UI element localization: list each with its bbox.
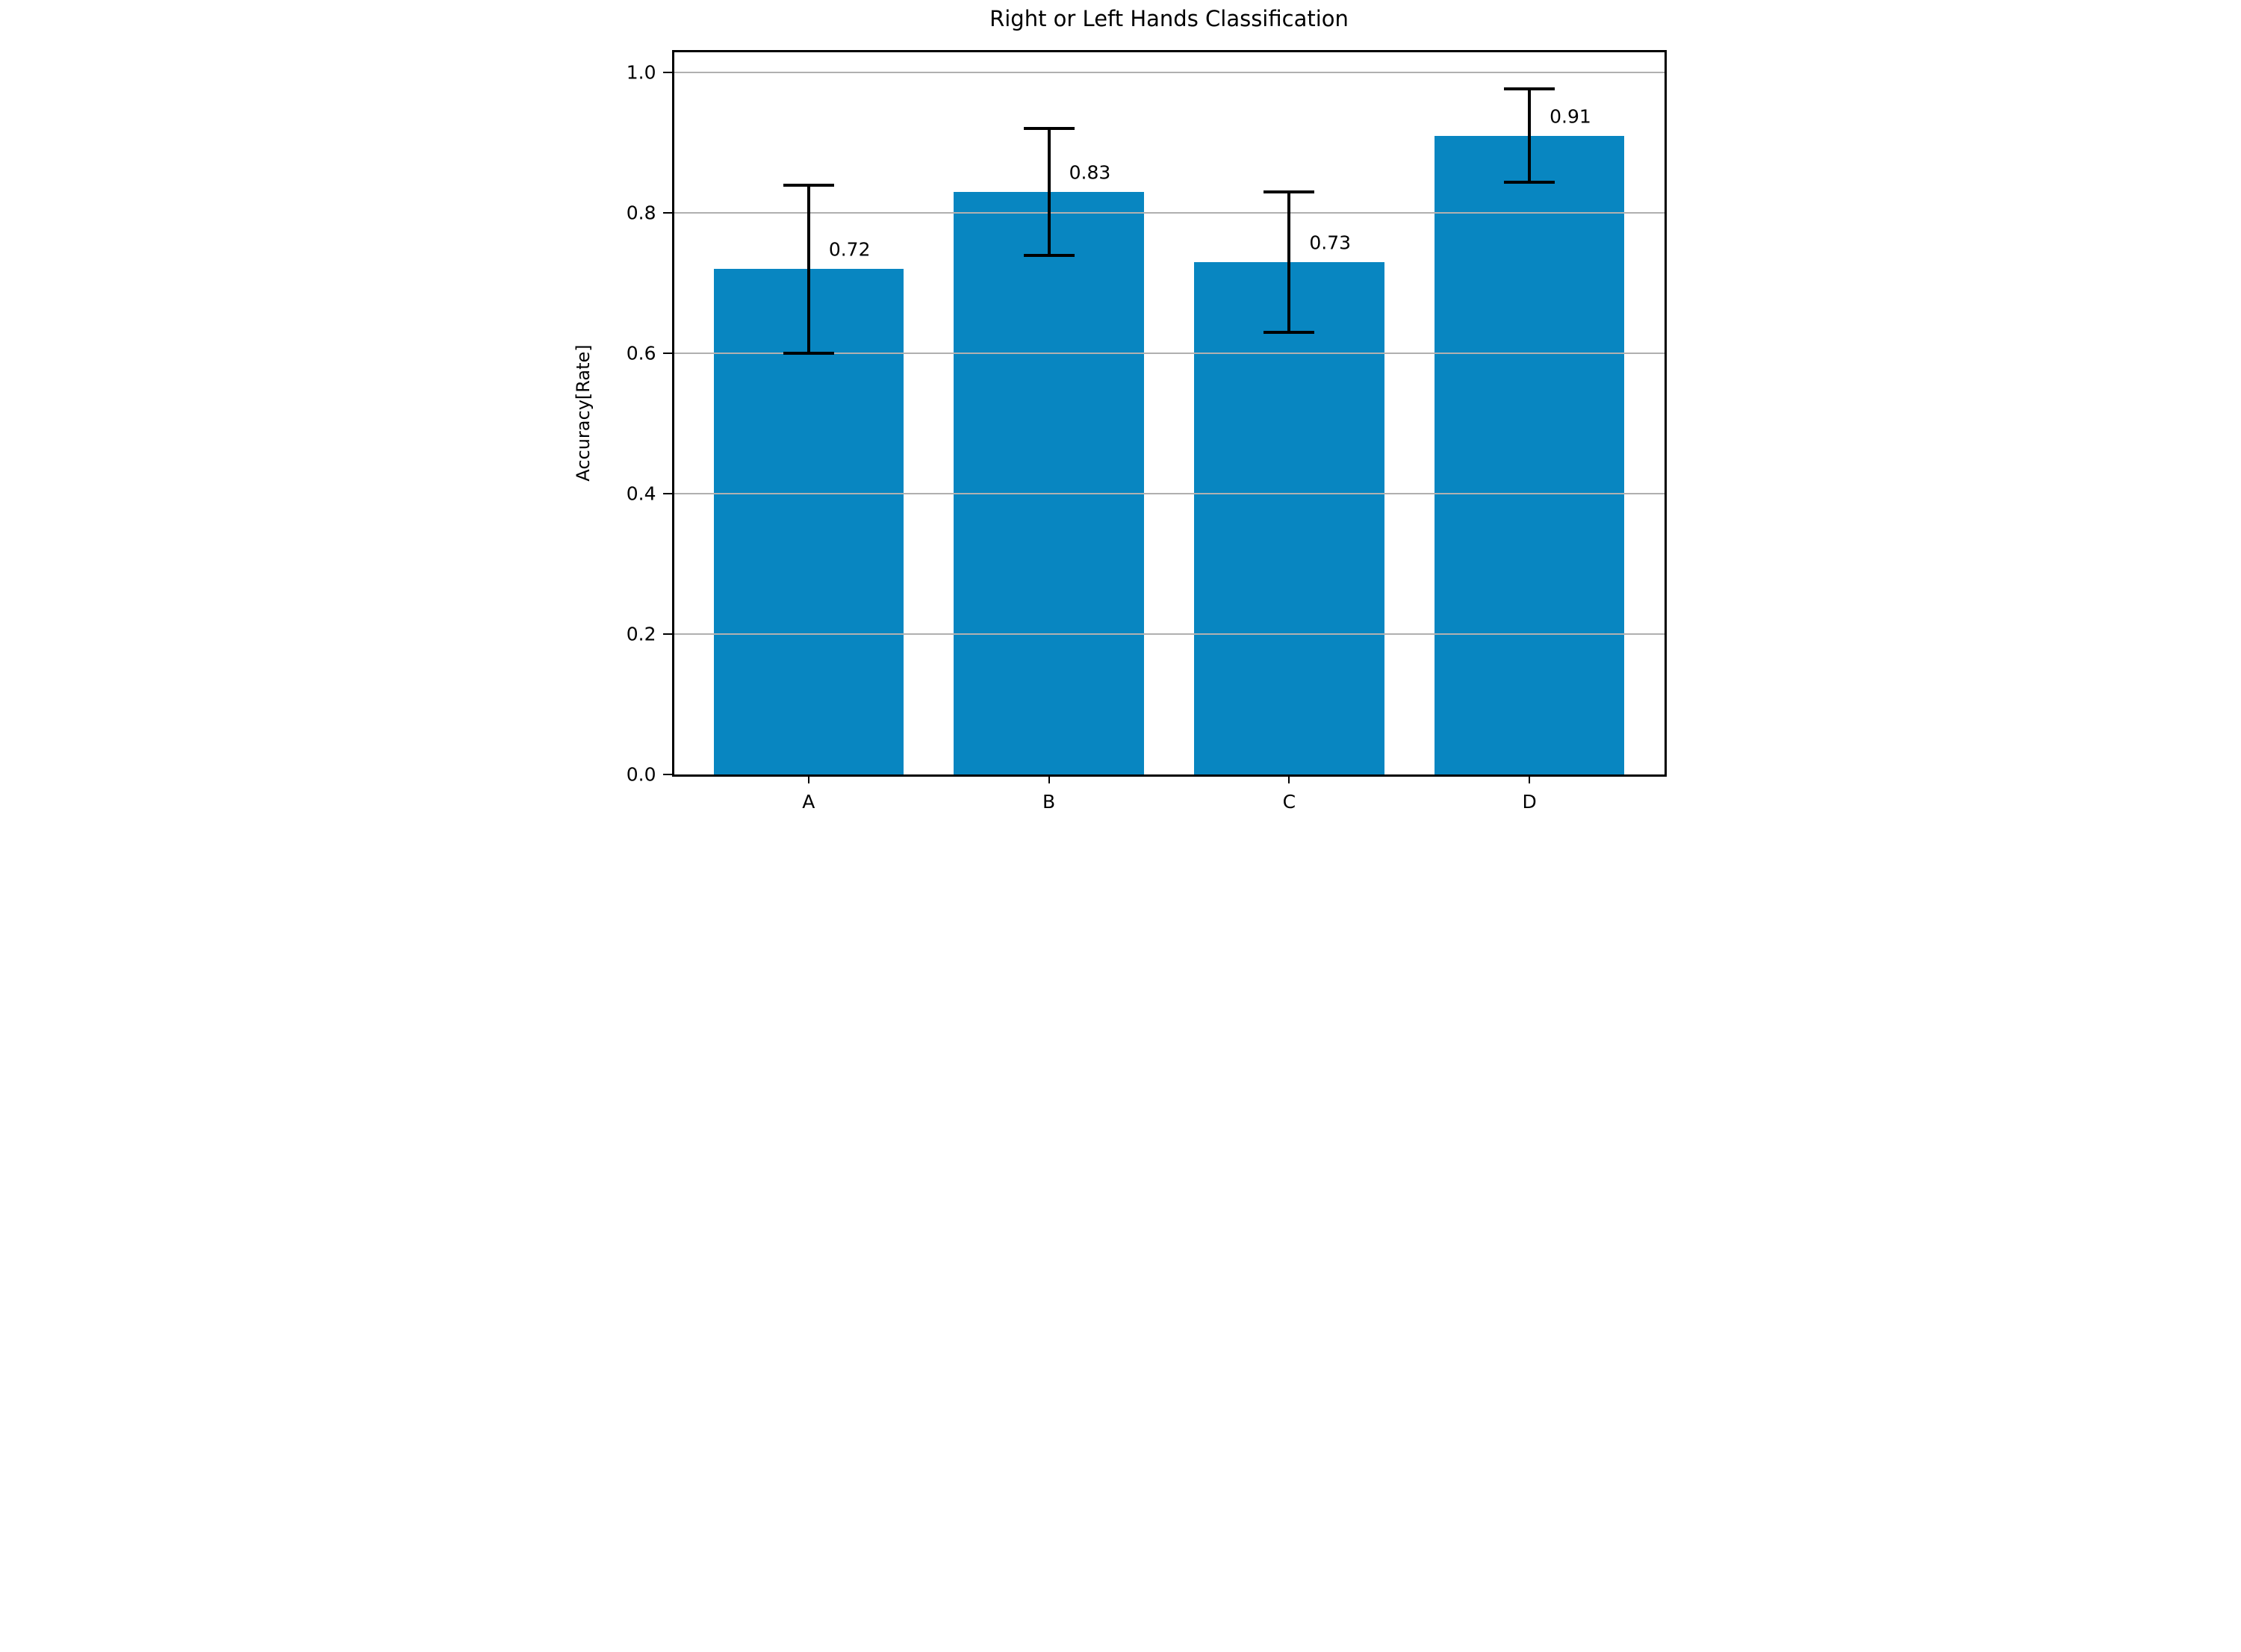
error-bar-D xyxy=(1528,88,1532,182)
error-cap-top-C xyxy=(1264,190,1315,193)
y-tick-0.2 xyxy=(662,633,672,636)
error-cap-top-B xyxy=(1023,127,1075,131)
x-tick-label-A: A xyxy=(802,791,815,813)
error-cap-bottom-C xyxy=(1264,330,1315,334)
error-bar-A xyxy=(806,184,810,354)
x-tick-C xyxy=(1288,774,1290,783)
gridline-y-0.6 xyxy=(674,353,1665,355)
chart-title: Right or Left Hands Classification xyxy=(989,6,1349,31)
y-tick-label-0.8: 0.8 xyxy=(626,202,656,224)
bar-value-label-A: 0.72 xyxy=(828,238,871,261)
plot-area: 0.72 0.83 0.73 0.91 0.0 0.2 0.4 0.6 0.8 1.0 A B C D xyxy=(627,50,1667,813)
error-bar-C xyxy=(1287,192,1291,332)
y-tick-0.6 xyxy=(662,353,672,355)
gridline-y-0.4 xyxy=(674,493,1665,495)
error-cap-top-A xyxy=(783,183,834,187)
y-tick-label-0.0: 0.0 xyxy=(626,763,656,786)
x-tick-label-B: B xyxy=(1042,791,1056,813)
error-cap-top-D xyxy=(1504,87,1555,90)
y-axis-label: Accuracy[Rate] xyxy=(572,344,594,482)
y-tick-0.8 xyxy=(662,212,672,214)
error-bar-B xyxy=(1047,128,1051,255)
x-tick-label-D: D xyxy=(1522,791,1537,813)
bar-B xyxy=(954,192,1144,774)
bar-value-label-B: 0.83 xyxy=(1069,161,1111,184)
y-tick-label-0.4: 0.4 xyxy=(626,482,656,505)
error-cap-bottom-A xyxy=(783,352,834,355)
gridline-y-0.8 xyxy=(674,212,1665,214)
bar-value-label-D: 0.91 xyxy=(1550,105,1591,128)
x-tick-A xyxy=(807,774,809,783)
y-tick-0.4 xyxy=(662,493,672,495)
bar-C xyxy=(1194,262,1384,774)
y-tick-label-0.6: 0.6 xyxy=(626,342,656,364)
error-cap-bottom-D xyxy=(1504,180,1555,184)
bar-D xyxy=(1434,135,1625,774)
figure: Right or Left Hands Classification Accur… xyxy=(560,0,1681,826)
y-tick-0.0 xyxy=(662,774,672,775)
x-tick-D xyxy=(1529,774,1531,783)
error-cap-bottom-B xyxy=(1023,253,1075,257)
gridline-y-1.0 xyxy=(674,72,1665,74)
gridline-y-0.2 xyxy=(674,633,1665,636)
x-tick-B xyxy=(1048,774,1050,783)
bar-value-label-C: 0.73 xyxy=(1309,232,1352,254)
x-tick-label-C: C xyxy=(1282,791,1296,813)
y-tick-label-1.0: 1.0 xyxy=(626,61,656,84)
y-tick-label-0.2: 0.2 xyxy=(626,623,656,645)
y-tick-1.0 xyxy=(662,72,672,74)
